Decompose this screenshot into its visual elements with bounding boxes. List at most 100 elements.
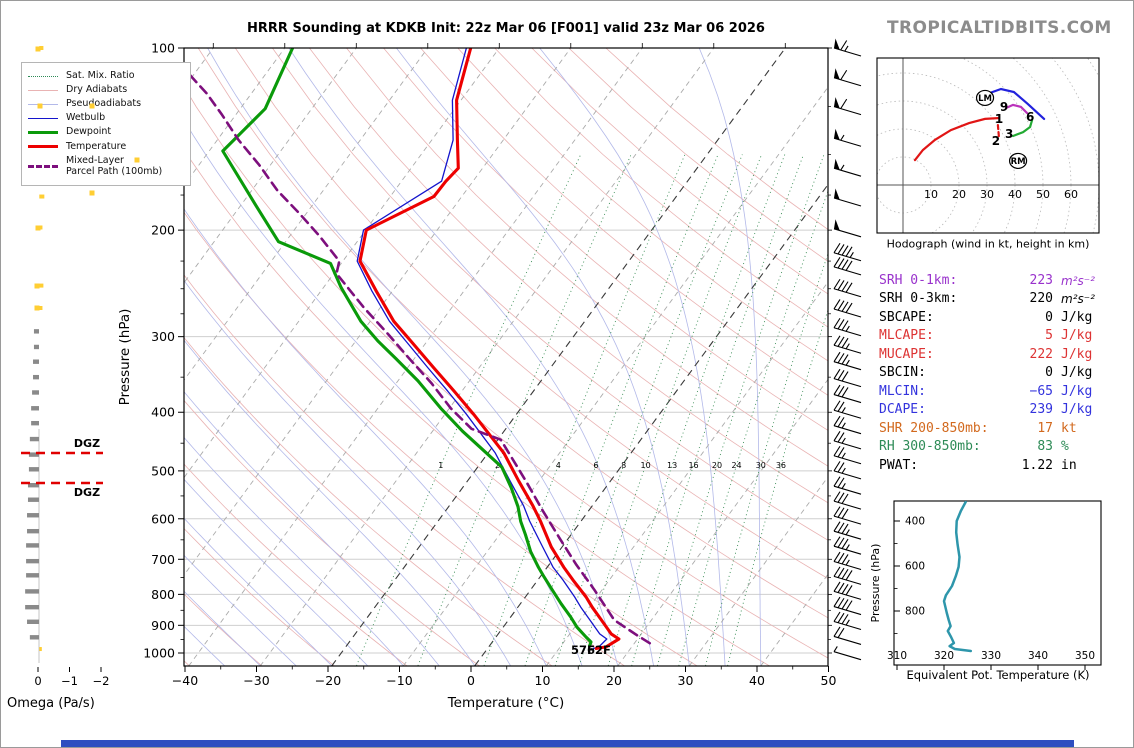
index-unit: J/kg — [1061, 346, 1093, 362]
severe-indices-panel: SRH 0-1km: 223 m²s⁻² SRH 0-3km: 220 m²s⁻² SBCA… — [879, 272, 1123, 475]
theta-e-inset: 400 600 800 310 320 330 340 350 Equivalent Pot. … — [869, 500, 1102, 682]
index-row-mlcin: MLCIN: −65 J/kg — [879, 383, 1123, 401]
wind-barb — [833, 351, 862, 371]
temperature-line-sample — [28, 144, 58, 148]
wind-barb — [833, 299, 862, 318]
wind-barb — [833, 158, 862, 177]
index-unit: J/kg — [1061, 309, 1093, 325]
index-label: SBCIN: — [879, 365, 926, 381]
mixing-ratio-label: 30 — [756, 461, 766, 470]
temp-tick-label: 30 — [678, 673, 694, 688]
index-unit: % — [1061, 439, 1069, 455]
index-label: SBCAPE: — [879, 309, 934, 325]
legend-item-dewpoint: Dewpoint — [28, 126, 184, 138]
pressure-tick-label: 200 — [151, 223, 175, 238]
omega-bar — [27, 513, 39, 518]
temp-tick-label: −20 — [315, 673, 341, 688]
pressure-tick-label: 1000 — [143, 646, 175, 661]
index-value: 239 — [1029, 402, 1053, 418]
tropicaltidbits-watermark: TROPICALTIDBITS.COM — [887, 18, 1112, 38]
dgz-label: DGZ — [74, 486, 100, 499]
parcel-line-sample — [28, 164, 58, 168]
wind-barb — [833, 551, 862, 571]
index-row-srh03km: SRH 0-3km: 220 m²s⁻² — [879, 290, 1123, 308]
legend-item-satmix: Sat. Mix. Ratio — [28, 70, 184, 82]
wind-barb — [833, 431, 862, 450]
bottom-border-bar — [61, 740, 1074, 747]
surface-dewpoint-label: 57F — [571, 643, 595, 657]
skewt-profiles — [189, 48, 655, 651]
index-row-pwat: PWAT: 1.22 in — [879, 457, 1123, 475]
mixing-ratio-label: 13 — [667, 461, 677, 470]
page-title: HRRR Sounding at KDKB Init: 22z Mar 06 [… — [247, 21, 765, 36]
hodograph-ring-label: 20 — [952, 188, 966, 201]
index-row-dcape: DCAPE: 239 J/kg — [879, 401, 1123, 419]
pressure-tick-label: 300 — [151, 329, 175, 344]
theta-e-curve — [942, 501, 973, 653]
theta-e-ytick-label: 800 — [905, 606, 925, 618]
pressure-tick-label: 400 — [151, 405, 175, 420]
index-row-mlcape: MLCAPE: 5 J/kg — [879, 327, 1123, 345]
hodograph-ring-label: 50 — [1036, 188, 1050, 201]
index-label: MLCIN: — [879, 383, 926, 399]
index-label: SRH 0-1km: — [879, 273, 958, 288]
mixing-ratio-label: 4 — [556, 461, 561, 470]
theta-e-xaxis-title: Equivalent Pot. Temperature (K) — [906, 668, 1089, 682]
omega-bar-positive — [39, 46, 44, 50]
index-value: −65 — [1029, 383, 1053, 399]
pseudo-line-sample — [28, 103, 58, 105]
index-unit: J/kg — [1061, 383, 1093, 399]
wind-barb — [833, 384, 862, 404]
hodograph-ring-label: 30 — [980, 188, 994, 201]
hodograph-segment-9-12km — [988, 87, 1046, 121]
temp-tick-label: −40 — [172, 673, 198, 688]
wind-barb — [833, 415, 862, 435]
omega-bar — [31, 406, 39, 411]
index-value: 5 — [1045, 328, 1053, 344]
index-label: MUCAPE: — [879, 346, 934, 362]
skewt-legend: Sat. Mix. Ratio Dry Adiabats Pseudoadiabat… — [21, 62, 191, 186]
omega-bar — [26, 558, 39, 564]
index-unit: J/kg — [1061, 402, 1093, 418]
skewt-line-mixed-layer-parcel-path-100mb- — [189, 74, 655, 647]
hodograph-segment-6-9km — [1004, 103, 1029, 115]
omega-bar — [25, 589, 39, 594]
surface-temperature-label: 62F — [587, 643, 611, 657]
hodograph-height-label: 9 — [1000, 100, 1008, 114]
omega-bar — [29, 635, 39, 640]
theta-e-xtick-label: 340 — [1028, 650, 1048, 662]
index-label: SHR 200-850mb: — [879, 420, 989, 436]
temp-tick-label: 40 — [749, 673, 765, 688]
index-label: RH 300-850mb: — [879, 439, 981, 455]
omega-bar — [32, 390, 39, 395]
index-value: 0 — [1045, 309, 1053, 325]
hodograph-height-label: 1 — [995, 112, 1003, 126]
wind-barb — [833, 400, 862, 419]
omega-bar — [27, 482, 39, 488]
omega-tick-label: −1 — [61, 674, 78, 688]
omega-bar — [26, 573, 39, 578]
wind-barb — [833, 278, 862, 298]
omega-tick-label: 0 — [34, 674, 41, 688]
wind-barb — [833, 536, 862, 555]
legend-item-label: Dewpoint — [66, 126, 112, 138]
wind-barb — [833, 611, 862, 631]
pressure-tick-label: 900 — [151, 618, 175, 633]
omega-bar — [28, 452, 39, 457]
satmix-line-sample — [28, 75, 58, 77]
index-label: SRH 0-3km: — [879, 291, 958, 307]
omega-bar — [27, 619, 39, 624]
index-label: PWAT: — [879, 457, 919, 473]
legend-item-label: Dry Adiabats — [66, 84, 128, 96]
wind-barb — [833, 188, 862, 207]
pressure-tick-label: 100 — [151, 41, 175, 56]
wind-barb — [833, 646, 862, 661]
mixing-ratio-label: 8 — [621, 461, 626, 470]
skewt-background: 1 2 4 6 8 10 13 16 20 24 30 36 — [184, 48, 828, 666]
index-unit: m²s⁻² — [1061, 274, 1095, 288]
wind-barb — [833, 38, 862, 57]
index-unit: in — [1061, 457, 1077, 473]
skewt-line-wetbulb — [356, 48, 608, 650]
legend-item-wetbulb: Wetbulb — [28, 112, 184, 124]
legend-item-label: Mixed-Layer Parcel Path (100mb) — [66, 154, 163, 178]
